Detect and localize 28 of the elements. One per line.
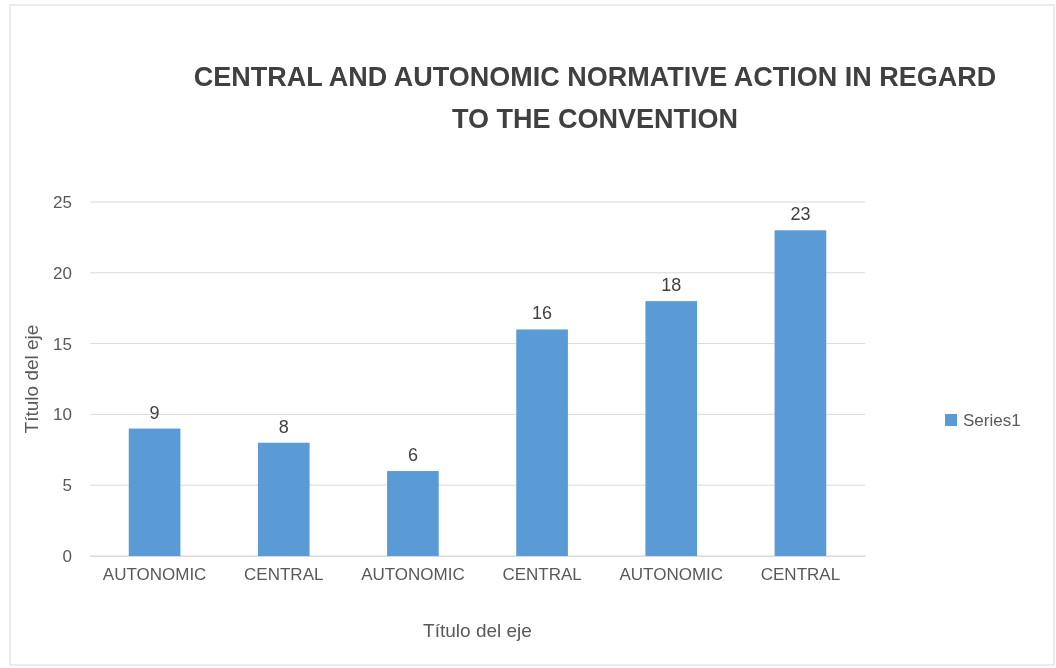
bar [645, 301, 698, 556]
data-label: 9 [149, 402, 160, 423]
bar [387, 471, 439, 556]
bar [128, 428, 181, 556]
bar [257, 442, 310, 556]
legend-label: Series1 [963, 411, 1021, 430]
y-tick-label: 0 [62, 546, 72, 566]
y-tick-label: 15 [53, 334, 72, 354]
y-tick-label: 20 [53, 263, 72, 283]
x-tick-label: AUTONOMIC [619, 565, 724, 585]
data-label: 6 [407, 445, 418, 466]
x-tick-label: AUTONOMIC [361, 565, 465, 585]
x-tick-label: CENTRAL [244, 565, 324, 585]
y-tick-label: 10 [53, 405, 72, 425]
y-axis-title: Título del eje [21, 324, 42, 434]
x-tick-label: CENTRAL [502, 565, 582, 585]
bar [774, 230, 827, 556]
bar [516, 329, 568, 556]
x-tick-label: CENTRAL [760, 565, 841, 585]
data-label: 23 [790, 204, 811, 225]
x-axis-title: Título del eje [423, 620, 532, 641]
data-label: 18 [661, 275, 682, 296]
chart-title: CENTRAL AND AUTONOMIC NORMATIVE ACTION IN REGARD TO THE CONVENTION [193, 62, 997, 134]
y-tick-label: 25 [53, 192, 72, 212]
y-tick-label: 5 [62, 476, 72, 496]
data-label: 16 [532, 303, 553, 324]
x-tick-label: AUTONOMIC [102, 565, 207, 585]
data-label: 8 [278, 416, 289, 437]
